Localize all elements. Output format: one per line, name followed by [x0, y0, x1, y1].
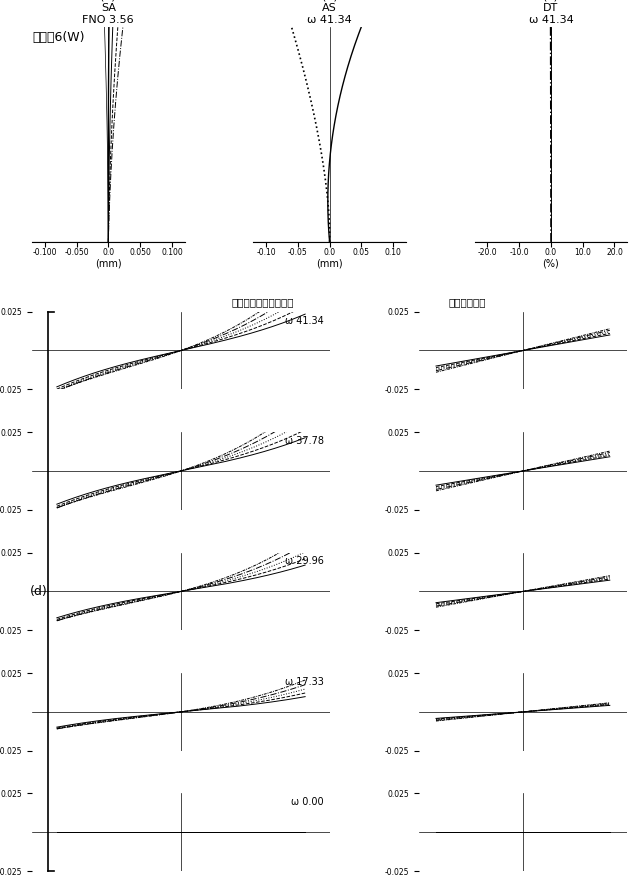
Text: ω 17.33: ω 17.33 [285, 677, 324, 687]
X-axis label: (mm): (mm) [95, 259, 122, 268]
Title: (a)
SA
FNO 3.56: (a) SA FNO 3.56 [83, 0, 134, 25]
X-axis label: (mm): (mm) [316, 259, 343, 268]
Text: (d): (d) [29, 585, 47, 598]
Text: 実施例6(W): 実施例6(W) [32, 31, 84, 44]
Text: サジタル方向: サジタル方向 [449, 297, 486, 308]
Text: タンジェンシャル方向: タンジェンシャル方向 [231, 297, 294, 308]
Title: (b)
AS
ω 41.34: (b) AS ω 41.34 [307, 0, 352, 25]
Title: (c)
DT
ω 41.34: (c) DT ω 41.34 [529, 0, 573, 25]
Text: ω 0.00: ω 0.00 [291, 797, 324, 807]
Text: ω 37.78: ω 37.78 [285, 436, 324, 446]
Text: ω 29.96: ω 29.96 [285, 557, 324, 566]
Text: ω 41.34: ω 41.34 [285, 316, 324, 325]
X-axis label: (%): (%) [543, 259, 559, 268]
